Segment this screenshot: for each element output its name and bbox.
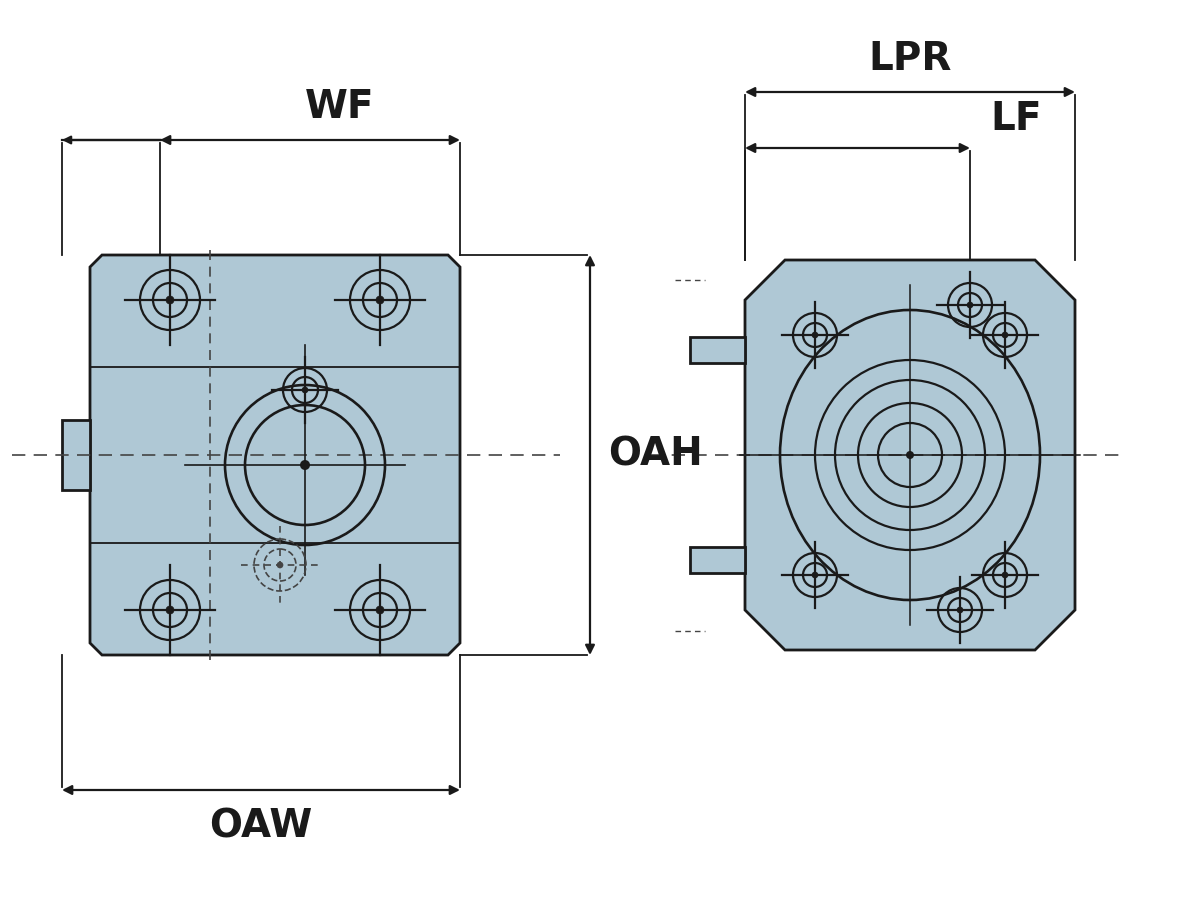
Text: OAH: OAH xyxy=(608,436,703,474)
Circle shape xyxy=(958,607,964,613)
Polygon shape xyxy=(90,255,460,655)
Text: LF: LF xyxy=(990,100,1042,138)
Circle shape xyxy=(906,451,914,459)
Circle shape xyxy=(812,572,818,578)
Text: LPR: LPR xyxy=(869,40,952,78)
Text: OAW: OAW xyxy=(209,808,313,846)
Circle shape xyxy=(812,332,818,338)
Circle shape xyxy=(166,606,174,614)
Bar xyxy=(690,547,745,573)
Circle shape xyxy=(376,296,384,304)
Circle shape xyxy=(1002,572,1008,578)
Circle shape xyxy=(967,302,973,308)
Circle shape xyxy=(1002,332,1008,338)
Bar xyxy=(62,420,90,490)
Circle shape xyxy=(300,460,310,470)
Circle shape xyxy=(376,606,384,614)
Circle shape xyxy=(302,387,308,393)
Text: WF: WF xyxy=(305,88,374,126)
Circle shape xyxy=(277,562,283,568)
Polygon shape xyxy=(745,260,1075,650)
Bar xyxy=(690,337,745,363)
Circle shape xyxy=(166,296,174,304)
